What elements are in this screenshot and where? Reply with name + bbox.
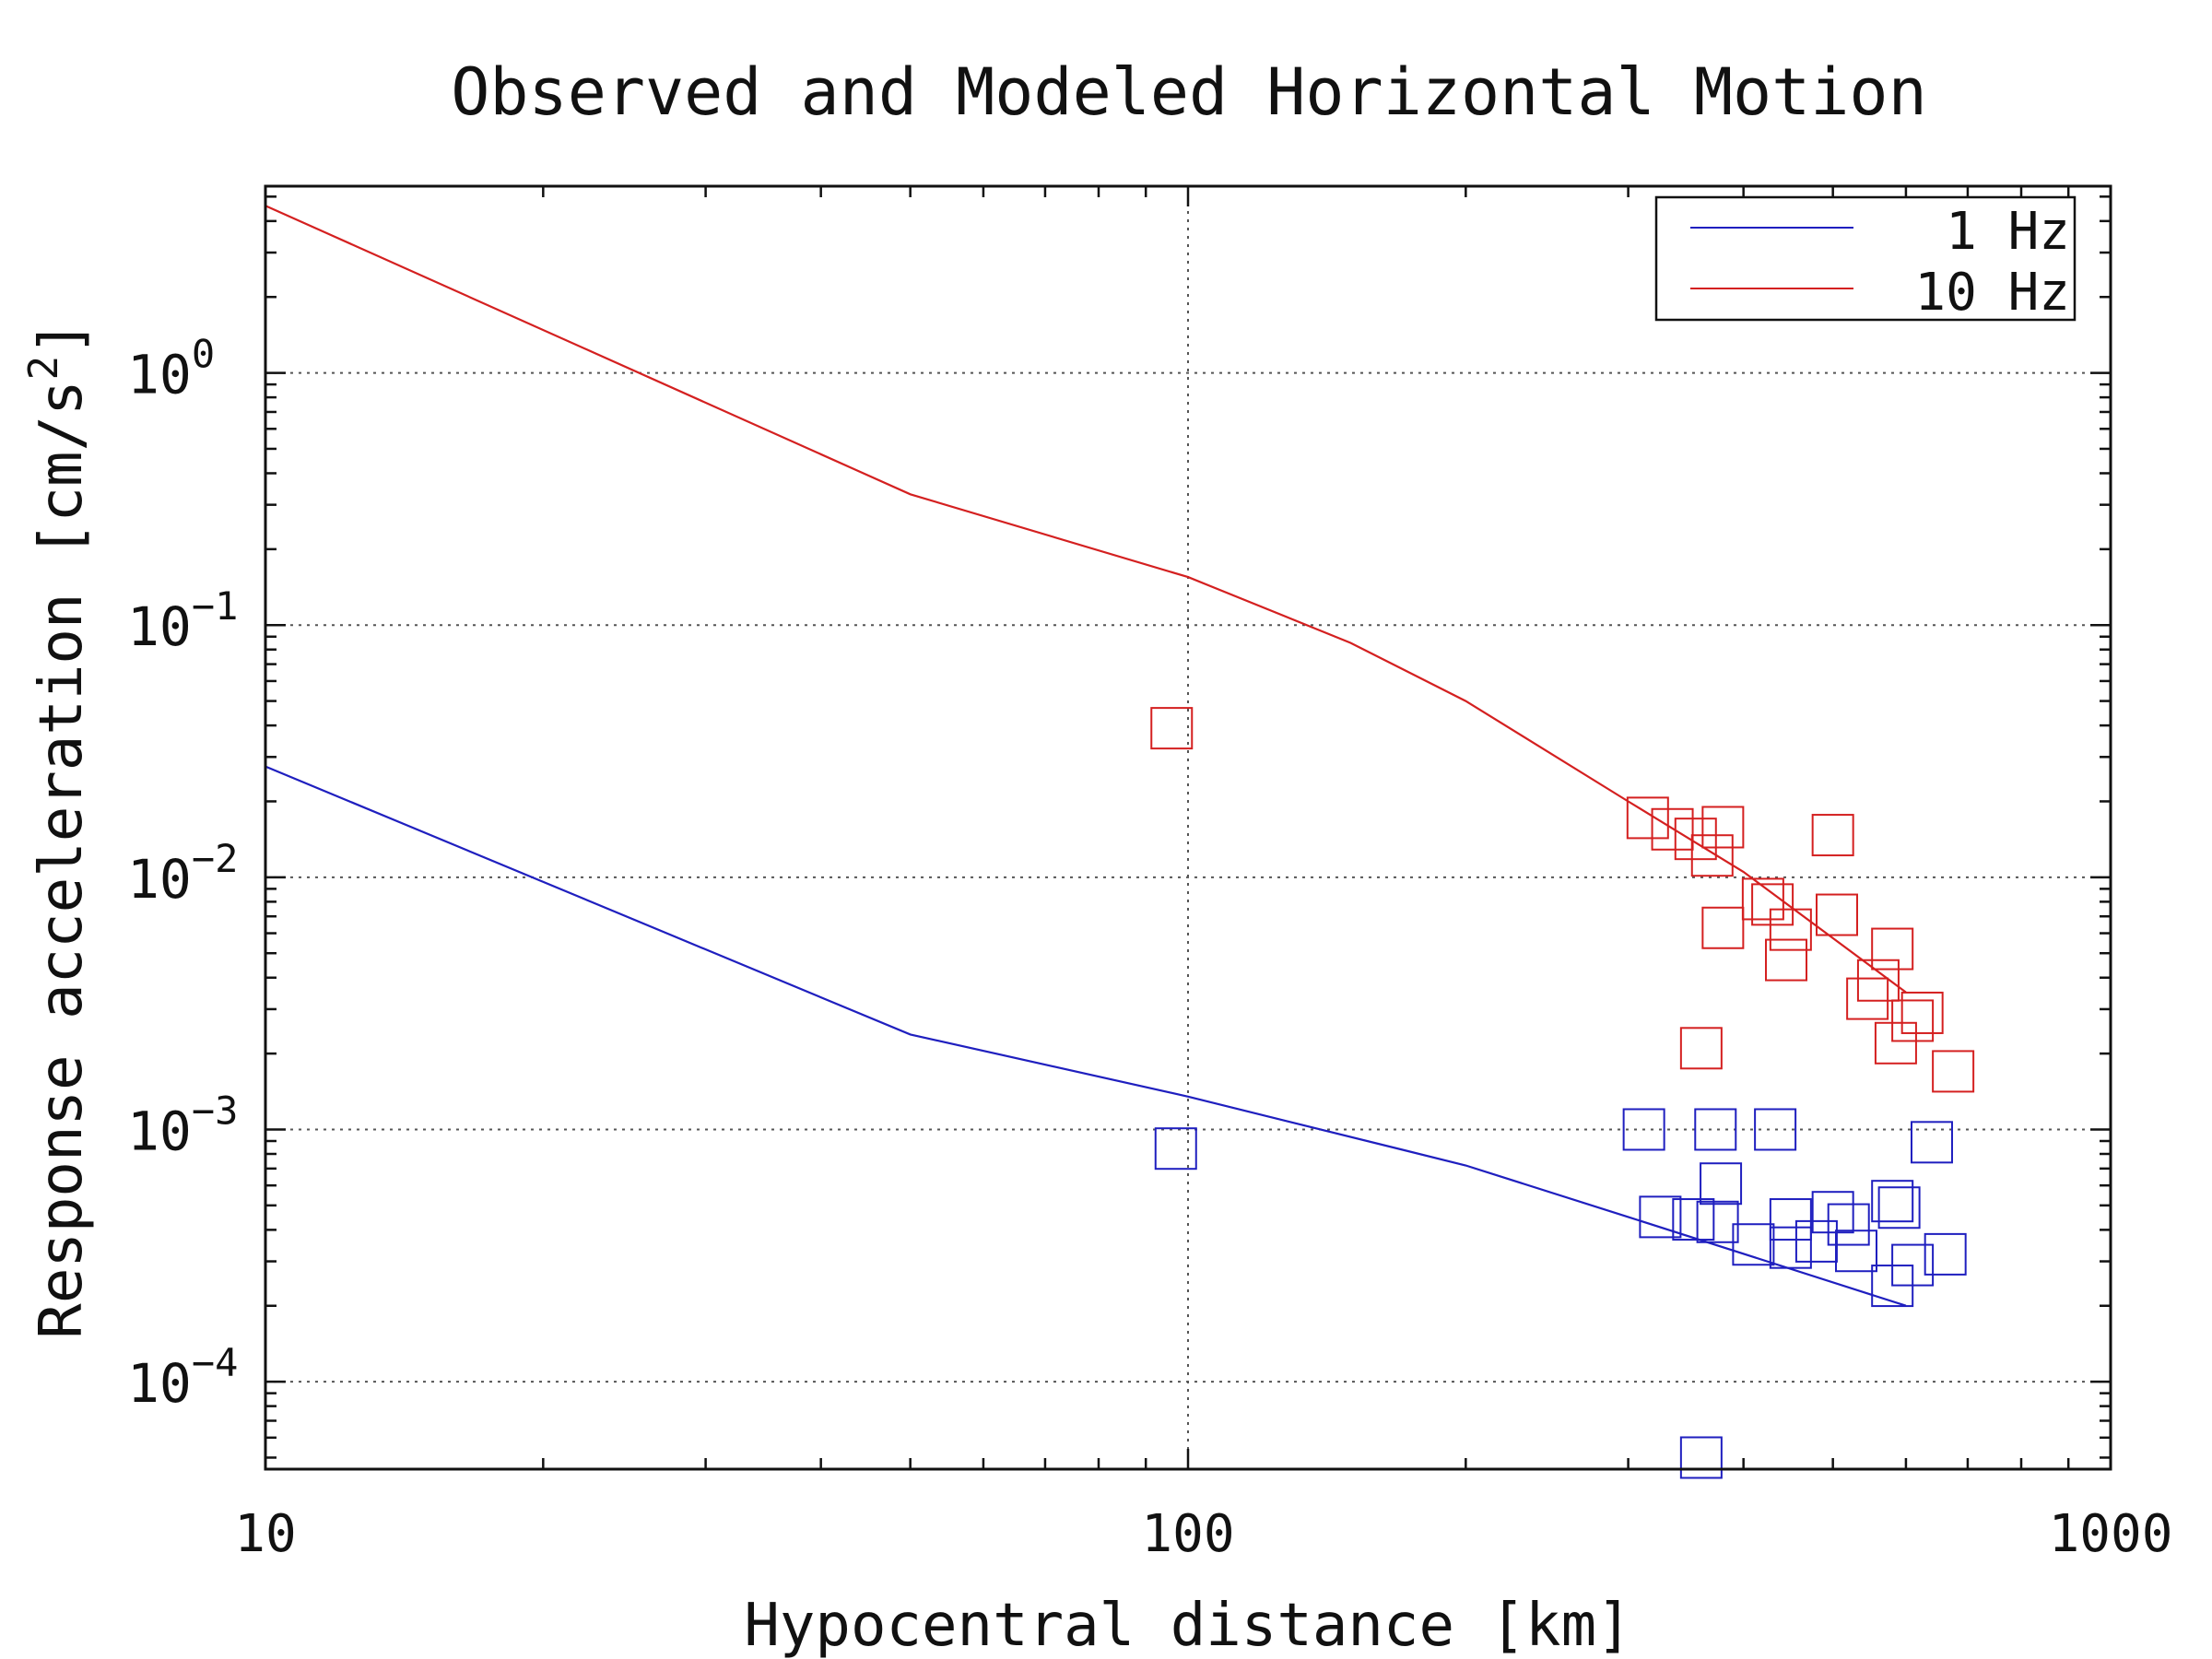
observed-point-1hz bbox=[1877, 1186, 1921, 1230]
observed-point-10hz bbox=[1856, 959, 1900, 1002]
observed-point-10hz bbox=[1811, 814, 1854, 857]
y-axis-label-superscript: 2 bbox=[20, 356, 67, 381]
legend-label-1hz: 1 Hz bbox=[1946, 202, 2070, 262]
y-tick-label: 10−2 bbox=[127, 836, 238, 911]
observed-point-10hz bbox=[1674, 818, 1717, 861]
observed-point-1hz bbox=[1769, 1226, 1812, 1269]
observed-point-10hz bbox=[1871, 927, 1914, 971]
plot-frame bbox=[264, 184, 2112, 1471]
observed-point-1hz bbox=[1871, 1180, 1914, 1223]
chart-title: Observed and Modeled Horizontal Motion bbox=[451, 54, 1926, 130]
y-tick-label-exponent: −1 bbox=[192, 583, 239, 629]
observed-point-1hz bbox=[1694, 1108, 1737, 1151]
series-1hz bbox=[265, 765, 1967, 1479]
y-axis-label: Response acceleration [cm/s2] bbox=[20, 320, 96, 1338]
observed-point-10hz bbox=[1874, 1021, 1917, 1065]
observed-point-10hz bbox=[1846, 977, 1889, 1020]
y-axis-label-suffix: ] bbox=[28, 320, 96, 356]
observed-point-10hz bbox=[1690, 834, 1734, 877]
observed-point-10hz bbox=[1769, 908, 1812, 951]
observed-point-1hz bbox=[1622, 1108, 1665, 1151]
observed-point-1hz bbox=[1827, 1203, 1870, 1246]
observed-point-1hz bbox=[1679, 1436, 1723, 1479]
observed-point-10hz bbox=[1679, 1027, 1723, 1070]
x-tick-label: 10 bbox=[234, 1504, 296, 1564]
x-tick-label: 1000 bbox=[2049, 1504, 2173, 1564]
x-tick-label: 100 bbox=[1141, 1504, 1234, 1564]
y-tick-label-exponent: −4 bbox=[192, 1340, 239, 1385]
observed-point-10hz bbox=[1815, 893, 1858, 936]
observed-point-1hz bbox=[1754, 1108, 1797, 1151]
observed-point-1hz bbox=[1154, 1127, 1197, 1171]
observed-point-10hz bbox=[1751, 883, 1794, 926]
observed-point-1hz bbox=[1639, 1195, 1682, 1239]
observed-point-10hz bbox=[1741, 877, 1784, 921]
observed-point-10hz bbox=[1651, 807, 1694, 851]
y-tick-label-base: 10 bbox=[127, 1100, 192, 1162]
model-line-1hz bbox=[265, 765, 1907, 1307]
series-10hz bbox=[265, 205, 1975, 1093]
y-tick-label-exponent: 0 bbox=[192, 332, 215, 377]
legend-box bbox=[1654, 195, 2077, 322]
observed-point-10hz bbox=[1891, 999, 1935, 1042]
observed-point-1hz bbox=[1910, 1121, 1953, 1164]
observed-point-1hz bbox=[1835, 1230, 1878, 1273]
observed-point-10hz bbox=[1900, 991, 1944, 1034]
y-tick-label-exponent: −2 bbox=[192, 836, 239, 881]
y-tick-label-base: 10 bbox=[127, 595, 192, 658]
observed-point-1hz bbox=[1924, 1232, 1967, 1276]
observed-point-1hz bbox=[1891, 1243, 1935, 1287]
y-tick-label: 100 bbox=[127, 332, 215, 406]
model-line-10hz bbox=[265, 205, 1907, 994]
observed-point-10hz bbox=[1932, 1050, 1975, 1093]
y-tick-label: 10−1 bbox=[127, 583, 238, 658]
observed-point-1hz bbox=[1769, 1198, 1812, 1241]
observed-point-10hz bbox=[1701, 906, 1745, 949]
observed-point-10hz bbox=[1150, 707, 1194, 750]
observed-point-1hz bbox=[1696, 1200, 1739, 1243]
y-tick-label: 10−4 bbox=[127, 1340, 238, 1415]
observed-point-1hz bbox=[1732, 1223, 1775, 1266]
y-tick-label-base: 10 bbox=[127, 1352, 192, 1415]
y-tick-label-base: 10 bbox=[127, 848, 192, 911]
y-tick-label-exponent: −3 bbox=[192, 1088, 239, 1133]
observed-point-1hz bbox=[1811, 1191, 1854, 1234]
observed-point-10hz bbox=[1701, 806, 1745, 849]
gridlines bbox=[265, 186, 2111, 1469]
observed-point-10hz bbox=[1765, 938, 1808, 982]
y-axis-label-text: Response acceleration [cm/s bbox=[28, 380, 96, 1338]
data-series bbox=[265, 205, 1975, 1479]
legend-label-10hz: 10 Hz bbox=[1914, 263, 2070, 323]
y-tick-label-base: 10 bbox=[127, 344, 192, 406]
y-tick-label: 10−3 bbox=[127, 1088, 238, 1162]
observed-point-1hz bbox=[1700, 1162, 1743, 1206]
observed-point-1hz bbox=[1672, 1198, 1715, 1241]
x-axis-label: Hypocentral distance [km] bbox=[744, 1592, 1631, 1659]
legend: 1 Hz 10 Hz bbox=[1654, 195, 2077, 323]
observed-point-10hz bbox=[1626, 796, 1669, 840]
